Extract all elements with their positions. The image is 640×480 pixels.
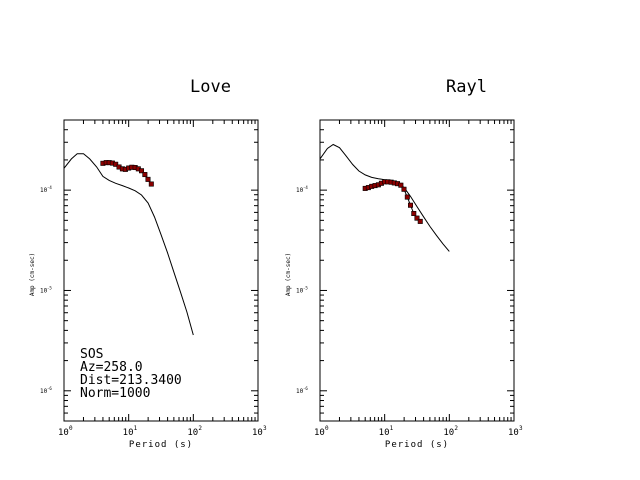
rayleigh-frame xyxy=(319,119,515,422)
rayleigh-ytick-label: 10 xyxy=(296,388,304,395)
love-observed-point xyxy=(142,172,148,178)
rayleigh-ytick-label: 10 xyxy=(296,287,304,294)
love-xtick-label: 10 xyxy=(123,428,134,438)
rayleigh-title: Rayl xyxy=(446,77,487,97)
love-observed-point xyxy=(145,176,151,182)
rayleigh-observed-point xyxy=(404,194,410,200)
rayleigh-xtick-exp: 0 xyxy=(325,425,329,432)
love-ytick-label: 10 xyxy=(40,187,48,194)
love-title: Love xyxy=(190,77,231,97)
love-xtick-label: 10 xyxy=(252,428,263,438)
azimuth-text: Az=258.0 xyxy=(80,360,143,375)
love-yaxis-label: Amp (cm-sec) xyxy=(29,253,36,296)
love-xtick-exp: 2 xyxy=(198,425,202,432)
love-xtick-label: 10 xyxy=(58,428,69,438)
love-observed-point xyxy=(139,168,145,174)
station-info: SOS Az=258.0 Dist=213.3400 Norm=1000 xyxy=(80,347,182,401)
rayleigh-model-curve xyxy=(319,143,450,252)
distance-text: Dist=213.3400 xyxy=(80,373,182,388)
rayleigh-ytick-exp: -6 xyxy=(303,386,308,391)
rayleigh-ytick-exp: -5 xyxy=(303,285,308,290)
love-ytick-label: 10 xyxy=(40,287,48,294)
love-ytick-exp: -5 xyxy=(47,285,52,290)
rayleigh-xtick-label: 10 xyxy=(443,428,454,438)
rayleigh-observed-point xyxy=(417,218,423,224)
rayleigh-observed-point xyxy=(401,186,407,192)
rayleigh-observed-point xyxy=(411,210,417,216)
love-xaxis-label: Period (s) xyxy=(129,440,193,450)
rayleigh-yaxis-label: Amp (cm-sec) xyxy=(285,253,292,296)
rayleigh-observed-point xyxy=(414,215,420,221)
love-ytick-exp: -4 xyxy=(47,185,52,190)
rayleigh-xtick-exp: 1 xyxy=(390,425,394,432)
rayleigh-xtick-label: 10 xyxy=(314,428,325,438)
love-observed-point xyxy=(148,181,154,187)
love-xtick-exp: 0 xyxy=(69,425,73,432)
love-observed-point xyxy=(113,161,119,167)
love-ytick-exp: -6 xyxy=(47,386,52,391)
rayleigh-observed-point xyxy=(398,182,404,188)
rayleigh-xtick-exp: 2 xyxy=(454,425,458,432)
norm-text: Norm=1000 xyxy=(80,386,150,401)
love-xtick-exp: 3 xyxy=(263,425,267,432)
rayleigh-observed-point xyxy=(408,202,414,208)
love-ytick-label: 10 xyxy=(40,388,48,395)
rayleigh-xtick-exp: 3 xyxy=(519,425,523,432)
love-model-curve xyxy=(63,153,194,336)
love-xtick-exp: 1 xyxy=(134,425,138,432)
rayleigh-xtick-label: 10 xyxy=(379,428,390,438)
love-frame xyxy=(63,119,259,422)
love-xtick-label: 10 xyxy=(187,428,198,438)
rayleigh-ytick-label: 10 xyxy=(296,187,304,194)
rayleigh-xtick-label: 10 xyxy=(508,428,519,438)
station-code-text: SOS xyxy=(80,347,103,362)
rayleigh-xaxis-label: Period (s) xyxy=(385,440,449,450)
rayleigh-ytick-exp: -4 xyxy=(303,185,308,190)
